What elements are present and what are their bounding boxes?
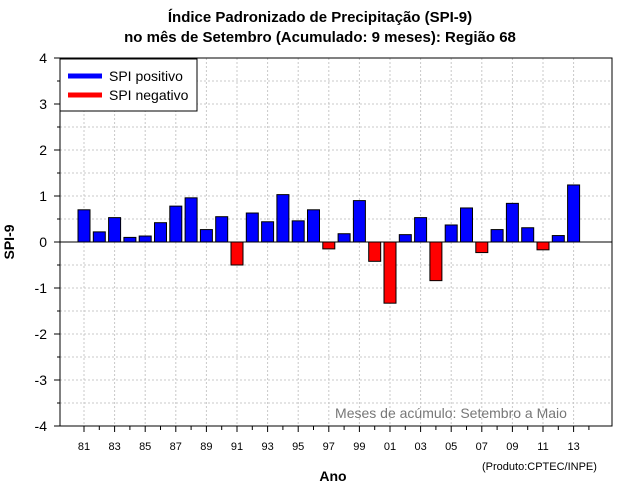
x-tick-label: 99: [353, 441, 365, 453]
bar-08: [490, 229, 504, 243]
x-tick-label: 05: [445, 441, 457, 453]
bar-92: [245, 212, 259, 243]
bar-04: [429, 241, 443, 282]
bar-00: [368, 241, 382, 262]
bar-07: [475, 241, 489, 254]
bar-85: [138, 235, 152, 243]
bar-90: [215, 216, 229, 243]
bar-99: [352, 200, 366, 243]
bar-97: [322, 241, 336, 250]
y-tick-label: 3: [39, 96, 47, 112]
x-tick-label: 11: [537, 441, 548, 453]
bar-84: [123, 236, 137, 243]
product-credit: (Produto:CPTEC/INPE): [482, 461, 597, 473]
x-tick-label: 13: [567, 441, 579, 453]
accumulation-note: Meses de acúmulo: Setembro a Maio: [335, 405, 567, 421]
bar-86: [154, 222, 167, 243]
bar-89: [199, 229, 213, 243]
bar-95: [291, 220, 305, 243]
bar-03: [414, 217, 428, 243]
x-tick-label: 89: [200, 441, 212, 453]
bar-93: [261, 221, 275, 243]
bar-91: [230, 241, 244, 266]
bar-81: [77, 209, 91, 243]
x-tick-label: 93: [261, 441, 273, 453]
bar-10: [521, 227, 535, 243]
x-tick-label: 97: [323, 441, 335, 453]
legend-label-positive: SPI positivo: [109, 68, 183, 84]
bar-12: [551, 235, 565, 243]
y-tick-label: 1: [39, 188, 47, 204]
x-tick-label: 91: [231, 441, 243, 453]
bar-05: [444, 224, 458, 243]
x-tick-label: 01: [384, 441, 396, 453]
y-axis-label: SPI-9: [1, 224, 17, 259]
bar-06: [460, 207, 473, 243]
bar-01: [383, 241, 397, 304]
x-tick-label: 87: [170, 441, 182, 453]
bar-88: [184, 197, 198, 243]
x-tick-label: 07: [476, 441, 488, 453]
y-tick-label: -2: [35, 326, 48, 342]
x-tick-label: 03: [414, 441, 426, 453]
chart-subtitle: no mês de Setembro (Acumulado: 9 meses):…: [124, 29, 516, 46]
bar-02: [398, 234, 412, 243]
y-tick-label: 4: [39, 50, 47, 66]
y-tick-label: -3: [35, 372, 48, 388]
legend-label-negative: SPI negativo: [109, 87, 189, 103]
bar-98: [337, 233, 351, 243]
bar-09: [505, 202, 519, 243]
x-tick-label: 85: [139, 441, 151, 453]
bar-96: [307, 209, 320, 243]
bar-82: [92, 231, 106, 243]
x-axis-label: Ano: [319, 468, 346, 484]
legend-box: [59, 58, 198, 112]
y-tick-label: 2: [39, 142, 47, 158]
bar-83: [108, 217, 122, 243]
x-tick-label: 09: [506, 441, 518, 453]
bar-87: [169, 205, 183, 243]
y-tick-label: 0: [39, 234, 47, 250]
x-tick-label: 83: [108, 441, 120, 453]
x-tick-label: 95: [292, 441, 304, 453]
y-tick-label: -1: [35, 280, 48, 296]
bar-11: [536, 241, 550, 251]
y-tick-label: -4: [35, 418, 48, 434]
bar-94: [276, 194, 290, 243]
x-tick-label: 81: [78, 441, 90, 453]
chart-title: Índice Padronizado de Precipitação (SPI-…: [167, 9, 473, 26]
bar-13: [567, 184, 581, 243]
legend: SPI positivo SPI negativo: [59, 58, 198, 112]
bars: [77, 184, 581, 304]
